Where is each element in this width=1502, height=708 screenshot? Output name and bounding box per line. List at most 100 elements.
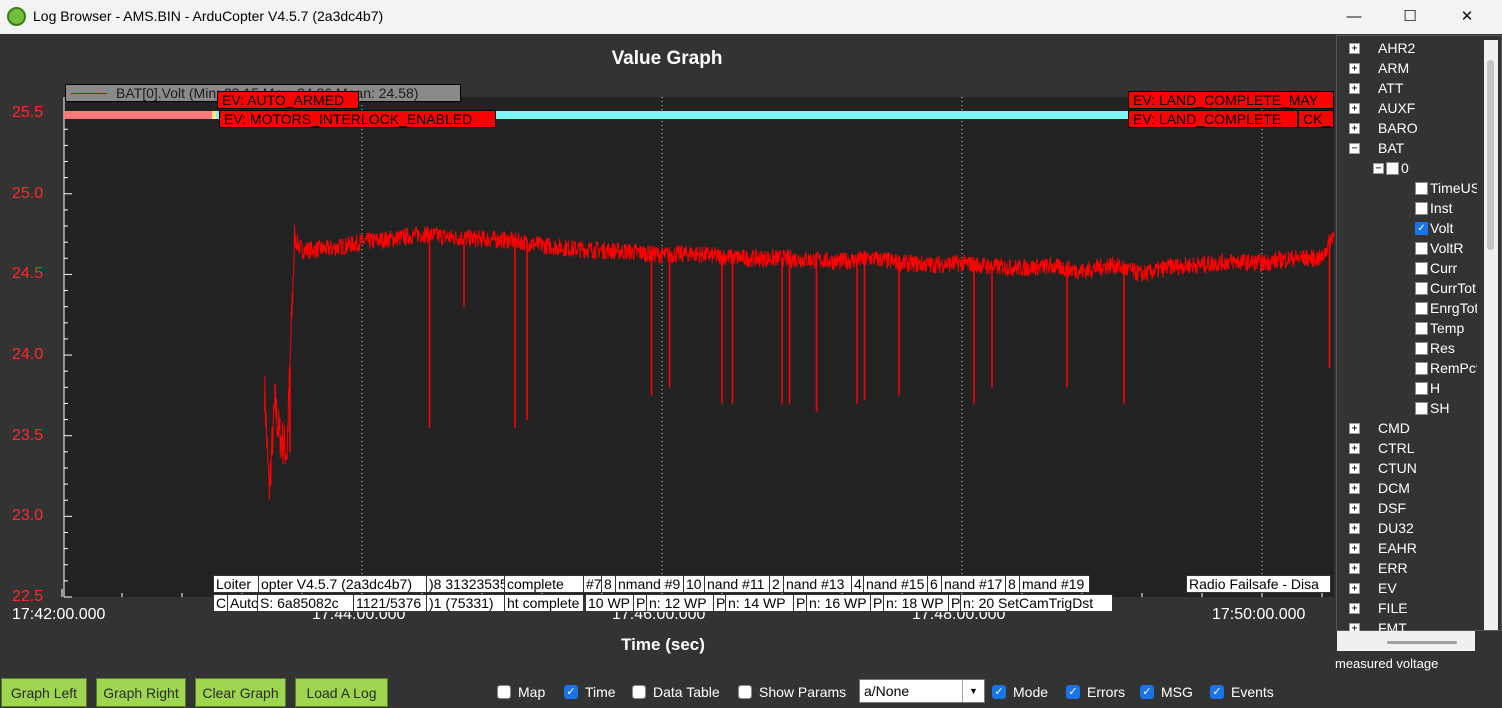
message-label[interactable]: n: 14 WP <box>725 594 794 612</box>
tree-field-item[interactable]: Temp <box>1415 318 1464 338</box>
tree-field-item[interactable]: EnrgTot <box>1415 298 1477 318</box>
message-label[interactable]: P <box>870 594 884 612</box>
events-checkbox[interactable]: ✓ Events <box>1210 684 1274 700</box>
checkbox-box[interactable] <box>1386 161 1399 175</box>
message-label[interactable]: n: 18 WP <box>883 594 949 612</box>
graph-right-button[interactable]: Graph Right <box>96 678 186 707</box>
checkbox-box[interactable] <box>1415 301 1428 315</box>
message-label[interactable]: nand #15 <box>863 575 928 593</box>
message-label[interactable]: ht complete <box>504 594 584 612</box>
message-label[interactable]: nand #17 <box>941 575 1006 593</box>
tree-item[interactable]: + DU32 <box>1349 518 1414 538</box>
message-label[interactable]: 6 <box>927 575 942 593</box>
graph-left-button[interactable]: Graph Left <box>1 678 87 707</box>
tree-field-item[interactable]: TimeUS <box>1415 178 1477 198</box>
expand-icon[interactable]: + <box>1349 482 1360 494</box>
tree-item[interactable]: + AUXF <box>1349 98 1415 118</box>
tree-item[interactable]: + CTUN <box>1349 458 1417 478</box>
message-label[interactable]: )8 31323535 <box>426 575 505 593</box>
event-label[interactable]: EV: LAND_COMPLETE_MAY <box>1128 91 1334 109</box>
tree-item[interactable]: + BARO <box>1349 118 1418 138</box>
data-table-checkbox[interactable]: Data Table <box>632 684 720 700</box>
message-label[interactable]: 10 WP <box>585 594 634 612</box>
tree-field-item[interactable]: SH <box>1415 398 1449 418</box>
tree-field-item[interactable]: VoltR <box>1415 238 1463 258</box>
checkbox-box[interactable] <box>1415 181 1428 195</box>
checkmark-icon[interactable]: ✓ <box>1415 221 1428 235</box>
checkmark-icon[interactable]: ✓ <box>992 685 1006 699</box>
message-label[interactable]: 2 <box>769 575 784 593</box>
message-label[interactable]: n: 16 WP <box>806 594 871 612</box>
checkbox-box[interactable] <box>1415 341 1428 355</box>
clear-graph-button[interactable]: Clear Graph <box>195 678 286 707</box>
checkbox-box[interactable] <box>1415 201 1428 215</box>
close-button[interactable]: ✕ <box>1460 8 1474 25</box>
message-label[interactable]: 10 <box>683 575 705 593</box>
tree-item[interactable]: + ERR <box>1349 558 1408 578</box>
checkbox-box[interactable] <box>1415 281 1428 295</box>
tree-field-item[interactable]: Res <box>1415 338 1455 358</box>
tree-item[interactable]: + DSF <box>1349 498 1406 518</box>
mode-select[interactable]: a/None ▼ <box>859 679 985 703</box>
expand-icon[interactable]: + <box>1349 442 1360 454</box>
checkmark-icon[interactable]: ✓ <box>564 685 578 699</box>
tree-item[interactable]: − BAT <box>1349 138 1404 158</box>
event-label[interactable]: EV: LAND_COMPLETE <box>1128 110 1298 128</box>
message-label[interactable]: nmand #9 <box>615 575 684 593</box>
tree-field-item[interactable]: Curr <box>1415 258 1457 278</box>
chevron-down-icon[interactable]: ▼ <box>962 680 984 702</box>
expand-icon[interactable]: + <box>1349 582 1360 594</box>
message-label[interactable]: nand #13 <box>783 575 852 593</box>
mode-checkbox[interactable]: ✓ Mode <box>992 684 1048 700</box>
checkbox-box[interactable] <box>1415 361 1428 375</box>
event-label[interactable]: EV: AUTO_ARMED <box>217 91 359 109</box>
message-label[interactable]: 8 <box>601 575 616 593</box>
log-tree[interactable]: + AHR2 + ARM + ATT + AUXF + BARO − BAT −0 TimeUS Inst ✓… <box>1337 36 1477 632</box>
expand-icon[interactable]: + <box>1349 562 1360 574</box>
message-label[interactable]: P <box>633 594 647 612</box>
expand-icon[interactable]: + <box>1349 82 1360 94</box>
checkbox-box[interactable] <box>1415 241 1428 255</box>
tree-item-bat-0[interactable]: −0 <box>1373 158 1409 178</box>
checkbox-box[interactable] <box>1415 401 1428 415</box>
checkbox-box[interactable] <box>497 685 511 699</box>
message-label[interactable]: opter V4.5.7 (2a3dc4b7) <box>258 575 427 593</box>
tree-item[interactable]: + FILE <box>1349 598 1408 618</box>
message-label[interactable]: Loiter <box>213 575 259 593</box>
expand-icon[interactable]: + <box>1349 602 1360 614</box>
tree-item[interactable]: + ATT <box>1349 78 1403 98</box>
maximize-button[interactable]: ☐ <box>1403 8 1417 25</box>
message-label[interactable]: P <box>793 594 807 612</box>
expand-icon[interactable]: + <box>1349 522 1360 534</box>
tree-item[interactable]: + DCM <box>1349 478 1410 498</box>
expand-icon[interactable]: + <box>1349 462 1360 474</box>
tree-field-item[interactable]: Inst <box>1415 198 1453 218</box>
message-label[interactable]: mand #19 <box>1019 575 1090 593</box>
expand-icon[interactable]: + <box>1349 42 1360 54</box>
expand-icon[interactable]: + <box>1349 622 1360 632</box>
message-label[interactable]: n: 20 SetCamTrigDst <box>960 594 1113 612</box>
message-label[interactable]: nand #11 <box>704 575 770 593</box>
tree-item[interactable]: + CMD <box>1349 418 1410 438</box>
checkbox-box[interactable] <box>1415 381 1428 395</box>
msg-checkbox[interactable]: ✓ MSG <box>1140 684 1193 700</box>
checkmark-icon[interactable]: ✓ <box>1140 685 1154 699</box>
map-checkbox[interactable]: Map <box>497 684 545 700</box>
tree-horizontal-scrollbar[interactable] <box>1337 631 1475 651</box>
message-label[interactable]: Auto <box>227 594 258 612</box>
tree-item[interactable]: + EAHR <box>1349 538 1417 558</box>
collapse-icon[interactable]: − <box>1349 142 1360 154</box>
log-tree-panel[interactable]: + AHR2 + ARM + ATT + AUXF + BARO − BAT −0 TimeUS Inst ✓… <box>1336 35 1502 632</box>
tree-item[interactable]: + FMT <box>1349 618 1407 632</box>
message-label[interactable]: 1121/5376 <box>353 594 427 612</box>
errors-checkbox[interactable]: ✓ Errors <box>1066 684 1125 700</box>
tree-field-item[interactable]: RemPct <box>1415 358 1477 378</box>
plot-area[interactable] <box>0 35 1334 667</box>
expand-icon[interactable]: + <box>1349 422 1360 434</box>
show-params-checkbox[interactable]: Show Params <box>738 684 846 700</box>
tree-item[interactable]: + CTRL <box>1349 438 1415 458</box>
load-log-button[interactable]: Load A Log <box>295 678 388 707</box>
tree-field-item[interactable]: ✓ Volt <box>1415 218 1453 238</box>
checkbox-box[interactable] <box>632 685 646 699</box>
expand-icon[interactable]: + <box>1349 502 1360 514</box>
